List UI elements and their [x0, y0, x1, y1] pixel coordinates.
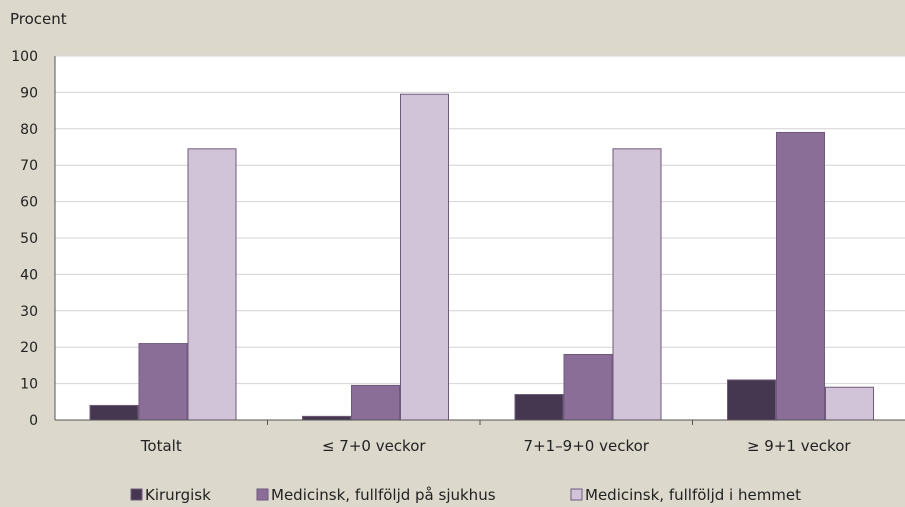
x-tick-label: ≥ 9+1 veckor — [747, 437, 851, 455]
x-tick-labels: Totalt ≤ 7+0 veckor 7+1–9+0 veckor ≥ 9+1 ve… — [140, 437, 852, 455]
x-tick-label: ≤ 7+0 veckor — [322, 437, 426, 455]
bar — [514, 394, 564, 421]
y-tick-label: 90 — [20, 85, 38, 101]
axes — [54, 56, 905, 425]
bar — [400, 93, 449, 421]
bar — [776, 131, 825, 421]
bar — [727, 379, 776, 421]
y-tick-label: 100 — [11, 49, 38, 65]
legend-item: Medicinsk, fullföljd i hemmet — [570, 486, 801, 504]
bars — [89, 93, 874, 421]
y-tick-label: 50 — [20, 231, 38, 247]
bar — [302, 415, 351, 421]
legend-label: Medicinsk, fullföljd i hemmet — [585, 486, 801, 504]
y-tick-label: 30 — [20, 304, 38, 320]
x-tick-label: Totalt — [140, 437, 182, 455]
bar — [138, 343, 188, 421]
y-axis-label: Procent — [10, 10, 67, 28]
y-tick-label: 80 — [20, 122, 38, 138]
bar — [187, 148, 237, 421]
bar — [825, 386, 874, 421]
y-tick-label: 0 — [29, 413, 38, 429]
legend-item: Kirurgisk — [130, 486, 211, 504]
legend: Kirurgisk Medicinsk, fullföljd på sjukhus… — [130, 486, 801, 504]
bar — [89, 404, 139, 421]
legend-swatch — [256, 488, 269, 501]
y-tick-labels: 0 10 20 30 40 50 60 70 80 90 100 — [11, 49, 38, 429]
legend-swatch — [130, 488, 143, 501]
y-tick-label: 40 — [20, 267, 38, 283]
y-tick-label: 10 — [20, 377, 38, 393]
bar — [612, 148, 662, 421]
legend-label: Kirurgisk — [145, 486, 211, 504]
legend-swatch — [570, 488, 583, 501]
y-tick-label: 60 — [20, 195, 38, 211]
x-tick-label: 7+1–9+0 veckor — [524, 437, 650, 455]
y-tick-label: 70 — [20, 158, 38, 174]
bar — [563, 353, 613, 421]
bar — [351, 384, 400, 421]
legend-item: Medicinsk, fullföljd på sjukhus — [256, 486, 496, 504]
y-tick-label: 20 — [20, 340, 38, 356]
legend-label: Medicinsk, fullföljd på sjukhus — [271, 486, 496, 504]
